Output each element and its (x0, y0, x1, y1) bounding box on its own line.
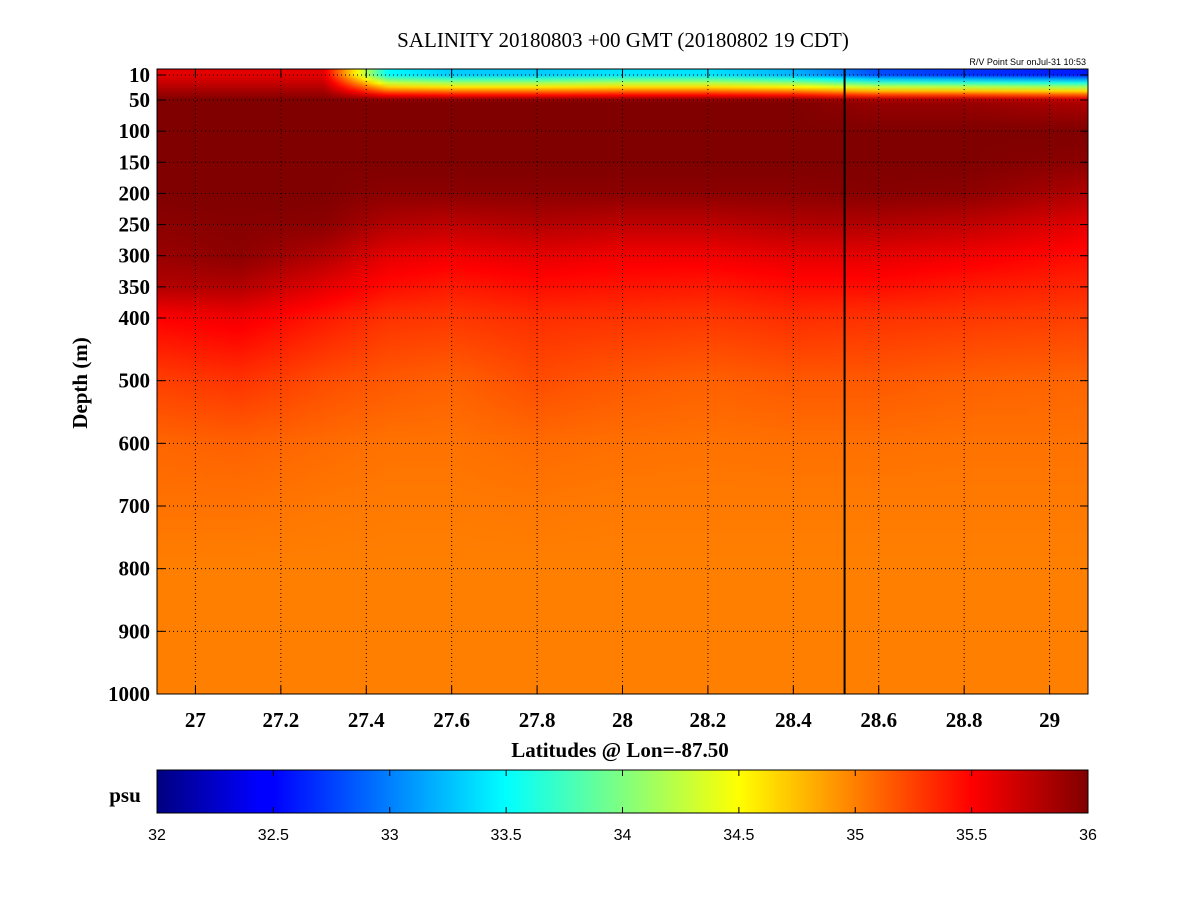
colorbar-tick-label: 33.5 (491, 827, 522, 844)
y-tick-label: 10 (129, 63, 150, 87)
y-tick-label: 900 (119, 619, 151, 643)
colorbar-tick-label: 32 (148, 827, 166, 844)
x-tick-label: 28.8 (946, 708, 983, 732)
y-axis-label: Depth (m) (68, 337, 92, 429)
x-tick-label: 27.6 (433, 708, 470, 732)
colorbar-tick-label: 34.5 (723, 827, 754, 844)
y-tick-label: 50 (129, 88, 150, 112)
y-tick-label: 600 (119, 431, 151, 455)
colorbar-tick-label: 34 (614, 827, 632, 844)
x-tick-label: 28 (612, 708, 633, 732)
y-tick-label: 800 (119, 557, 151, 581)
colorbar-ticks: 32 32.5 33 33.5 34 34.5 35 35.5 36 (148, 770, 1097, 844)
colorbar-tick-label: 32.5 (258, 827, 289, 844)
y-tick-label: 350 (119, 275, 151, 299)
y-tick-label: 200 (119, 181, 151, 205)
x-tick-label: 29 (1039, 708, 1060, 732)
y-tick-label: 700 (119, 494, 151, 518)
colorbar-tick-label: 35.5 (956, 827, 987, 844)
colorbar-tick-label: 35 (846, 827, 864, 844)
x-axis-label: Latitudes @ Lon=-87.50 (511, 738, 729, 762)
y-tick-label: 1000 (108, 682, 150, 706)
x-tick-label: 27.8 (519, 708, 556, 732)
ship-annotation: R/V Point Sur onJul-31 10:53 (969, 57, 1086, 67)
grid-lines (157, 69, 1088, 695)
x-tick-label: 27.2 (262, 708, 299, 732)
x-tick-label: 27 (185, 708, 206, 732)
y-tick-label: 300 (119, 244, 151, 268)
x-tick-label: 28.6 (860, 708, 897, 732)
y-tick-label: 150 (119, 150, 151, 174)
colorbar-tick-label: 36 (1079, 827, 1097, 844)
x-tick-label: 28.2 (690, 708, 727, 732)
y-tick-label: 500 (119, 369, 151, 393)
y-tick-label: 400 (119, 306, 151, 330)
chart-title: SALINITY 20180803 +00 GMT (20180802 19 C… (397, 28, 849, 52)
colorbar (156, 769, 1089, 814)
x-tick-label: 28.4 (775, 708, 812, 732)
colorbar-label: psu (109, 783, 141, 807)
y-tick-label: 100 (119, 119, 151, 143)
y-tick-label: 250 (119, 213, 151, 237)
x-tick-label: 27.4 (348, 708, 385, 732)
colorbar-tick-label: 33 (381, 827, 399, 844)
x-axis-ticks: 27 27.2 27.4 27.6 27.8 28 28.2 28.4 28.6 28.8 29 (185, 69, 1060, 732)
